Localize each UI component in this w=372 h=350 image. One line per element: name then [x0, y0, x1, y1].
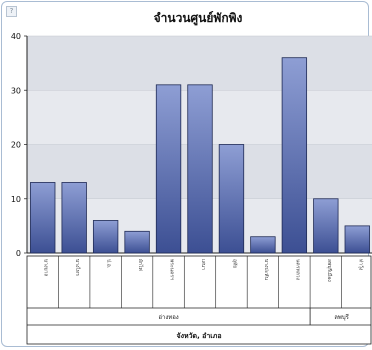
y-tick-label: 10 [11, 195, 21, 204]
category-label: ท่าวุ้ง [357, 259, 364, 271]
y-tick-label: 30 [11, 86, 21, 95]
bar [313, 198, 339, 254]
category-label: ผักไห่ [137, 259, 144, 271]
category-label: อุทัย [231, 259, 237, 268]
grid-band [27, 36, 372, 91]
plot-area: 0 10 20 30 40 บางบาล บางไทร ป.อ. ผักไห่ พระนครฯ เส… [11, 32, 372, 345]
category-label: เสนา [200, 259, 206, 270]
bar [92, 220, 119, 254]
bar [61, 182, 87, 254]
bar [218, 144, 245, 254]
category-label: บางบาล [43, 259, 49, 276]
bar [124, 230, 150, 254]
bar [30, 182, 56, 254]
category-label: บางไทร [74, 259, 81, 276]
chart-title: จำนวนศูนย์พักพิง [154, 11, 243, 26]
category-label: ป.อ. [106, 259, 112, 269]
y-tick-label: 20 [11, 141, 21, 150]
x-axis-title: จังหวัด, อำเภอ [176, 332, 221, 340]
bar [250, 236, 276, 254]
group-label: ลพบุรี [334, 313, 349, 321]
category-label: พระนครฯ [169, 259, 175, 280]
bar [281, 57, 308, 254]
category-label: นครหลวง [294, 259, 300, 281]
bar [155, 84, 182, 254]
help-icon[interactable]: ? [6, 6, 17, 17]
bar [187, 84, 213, 254]
bar [344, 225, 370, 254]
group-label: อ่างทอง [158, 314, 178, 321]
y-tick-label: 0 [16, 249, 21, 258]
category-label: บางปะหัน [263, 259, 269, 281]
label-table [26, 255, 372, 345]
y-tick-label: 40 [11, 32, 21, 41]
category-label: ลพบุรีเมือง [326, 259, 333, 282]
